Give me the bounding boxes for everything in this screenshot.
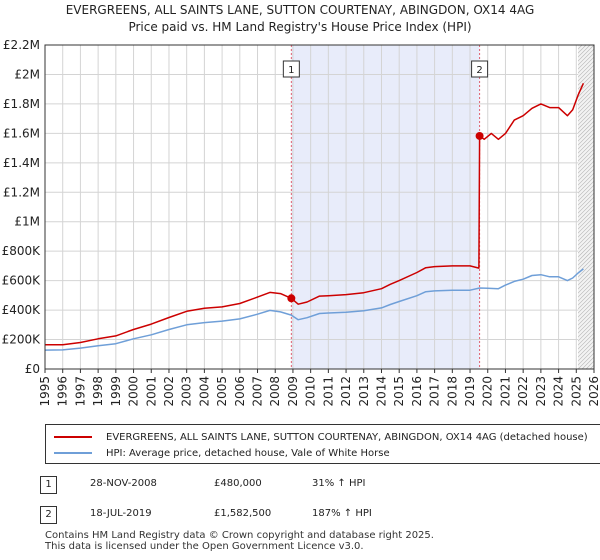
- sale-marker-label: 1: [288, 65, 294, 76]
- chart-title-line2: Price paid vs. HM Land Registry's House …: [128, 20, 472, 34]
- x-tick-label: 2010: [304, 376, 318, 407]
- x-tick-label: 2026: [587, 376, 600, 407]
- x-tick-label: 2014: [374, 376, 388, 407]
- property-price-line: [45, 82, 585, 346]
- x-tick-label: 2008: [268, 376, 282, 407]
- x-tick-label: 2023: [534, 376, 548, 407]
- x-tick-label: 2013: [357, 376, 371, 407]
- footer: Contains HM Land Registry data © Crown c…: [45, 530, 434, 552]
- chart-title-line1: EVERGREENS, ALL SAINTS LANE, SUTTON COUR…: [65, 3, 535, 17]
- legend-line-hpi: [54, 452, 92, 454]
- x-tick-label: 2007: [251, 376, 265, 407]
- y-tick-label: £1.2M: [3, 185, 40, 199]
- x-tick-label: 2011: [321, 376, 335, 407]
- plot-frame: [44, 44, 595, 370]
- x-tick-label: 2017: [428, 376, 442, 407]
- y-tick-label: £2.2M: [3, 38, 40, 52]
- transaction-price: £1,582,500: [214, 508, 272, 519]
- hatch-line: [578, 196, 594, 214]
- ownership-shade: [291, 45, 480, 369]
- x-tick-label: 2012: [339, 376, 353, 407]
- hatch-line: [578, 300, 594, 318]
- x-tick-label: 1998: [91, 376, 105, 407]
- x-tick-label: 2015: [392, 376, 406, 407]
- transaction-marker: 2: [40, 506, 57, 524]
- x-tick-label: 2016: [410, 376, 424, 407]
- x-tick-label: 2001: [144, 376, 158, 407]
- footer-line2: This data is licensed under the Open Gov…: [45, 541, 364, 552]
- sale-marker-box: [471, 60, 489, 78]
- hatch-line: [578, 92, 594, 110]
- hatch-line: [593, 368, 594, 369]
- transaction-row: 2 18-JUL-2019 £1,582,500 187% ↑ HPI: [40, 506, 440, 528]
- legend-label-hpi: HPI: Average price, detached house, Vale…: [106, 447, 390, 459]
- sale-point: [287, 294, 296, 303]
- x-tick-label: 2018: [445, 376, 459, 407]
- transaction-hpi: 187% ↑ HPI: [312, 508, 372, 519]
- x-tick-label: 1997: [73, 376, 87, 407]
- hatch-line: [578, 96, 594, 114]
- hatch-line: [578, 304, 594, 322]
- sale-point: [475, 131, 484, 140]
- price-chart: 1 2 £0 £200K £400K £600K £800K £1M £1.2M £1.4M £1…: [2, 38, 600, 407]
- x-tick-label: 2022: [516, 376, 530, 407]
- x-tick-label: 2025: [569, 376, 583, 407]
- x-tick-label: 2004: [197, 376, 211, 407]
- y-tick-label: £600K: [2, 274, 42, 288]
- x-tick-label: 2003: [180, 376, 194, 407]
- x-tick-label: 2009: [286, 376, 300, 407]
- x-tick-label: 2000: [127, 376, 141, 407]
- hatch-line: [578, 192, 594, 210]
- hatch-line: [578, 88, 594, 106]
- legend-label-property: EVERGREENS, ALL SAINTS LANE, SUTTON COUR…: [106, 431, 588, 443]
- sale-marker-box: [282, 60, 300, 78]
- y-tick-label: £1.6M: [3, 126, 40, 140]
- hatch-line: [578, 312, 594, 330]
- transaction-row: 1 28-NOV-2008 £480,000 31% ↑ HPI: [40, 476, 440, 498]
- sale-marker-label: 2: [476, 65, 482, 76]
- hatch-line: [578, 84, 594, 102]
- y-tick-label: £2M: [14, 67, 40, 81]
- x-tick-label: 2020: [481, 376, 495, 407]
- x-tick-label: 1999: [109, 376, 123, 407]
- y-tick-label: £400K: [2, 303, 42, 317]
- y-tick-label: £1.4M: [3, 156, 40, 170]
- y-tick-label: £800K: [2, 244, 42, 258]
- transaction-hpi: 31% ↑ HPI: [312, 478, 366, 489]
- hatch-line: [578, 204, 594, 222]
- x-tick-label: 2002: [162, 376, 176, 407]
- transaction-date: 28-NOV-2008: [90, 478, 157, 489]
- transaction-marker: 1: [40, 476, 57, 494]
- x-tick-label: 2024: [552, 376, 566, 407]
- legend: EVERGREENS, ALL SAINTS LANE, SUTTON COUR…: [45, 424, 600, 464]
- x-tick-label: 2019: [463, 376, 477, 407]
- legend-item-hpi: HPI: Average price, detached house, Vale…: [54, 445, 390, 461]
- legend-item-property: EVERGREENS, ALL SAINTS LANE, SUTTON COUR…: [54, 429, 588, 445]
- footer-line1: Contains HM Land Registry data © Crown c…: [45, 530, 434, 541]
- y-tick-label: £200K: [2, 333, 42, 347]
- hatch-line: [578, 200, 594, 218]
- legend-line-property: [54, 436, 92, 438]
- hpi-line: [44, 268, 584, 351]
- forecast-hatch: [578, 45, 594, 369]
- transaction-price: £480,000: [214, 478, 262, 489]
- x-tick-label: 2021: [498, 376, 512, 407]
- hatch-line: [578, 308, 594, 326]
- y-tick-label: £1.8M: [3, 97, 40, 111]
- x-tick-label: 1996: [56, 376, 70, 407]
- x-tick-label: 2005: [215, 376, 229, 407]
- x-tick-label: 2006: [233, 376, 247, 407]
- x-tick-label: 1995: [38, 376, 52, 407]
- chart-title: EVERGREENS, ALL SAINTS LANE, SUTTON COUR…: [0, 2, 600, 36]
- y-tick-label: £0: [25, 362, 40, 376]
- y-tick-label: £1M: [14, 215, 40, 229]
- transaction-date: 18-JUL-2019: [90, 508, 152, 519]
- forecast-region: [578, 45, 594, 369]
